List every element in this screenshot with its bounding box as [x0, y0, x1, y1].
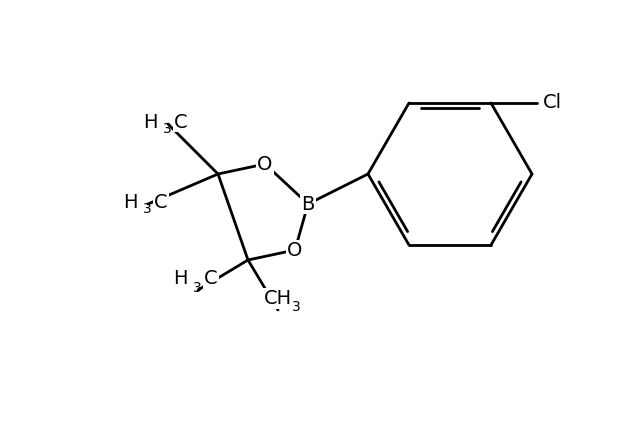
- Text: B: B: [301, 195, 315, 214]
- Text: H: H: [143, 113, 158, 132]
- Text: O: O: [257, 154, 273, 173]
- Text: CH: CH: [264, 289, 292, 308]
- Text: 3: 3: [143, 202, 152, 216]
- Text: C: C: [154, 192, 168, 211]
- Text: 3: 3: [292, 300, 301, 314]
- Text: C: C: [174, 113, 188, 132]
- Text: H: H: [124, 192, 138, 211]
- Text: Cl: Cl: [543, 94, 562, 113]
- Text: C: C: [204, 269, 218, 288]
- Text: O: O: [287, 241, 303, 260]
- Text: 3: 3: [193, 281, 202, 295]
- Text: 3: 3: [163, 122, 172, 136]
- Text: H: H: [173, 269, 188, 288]
